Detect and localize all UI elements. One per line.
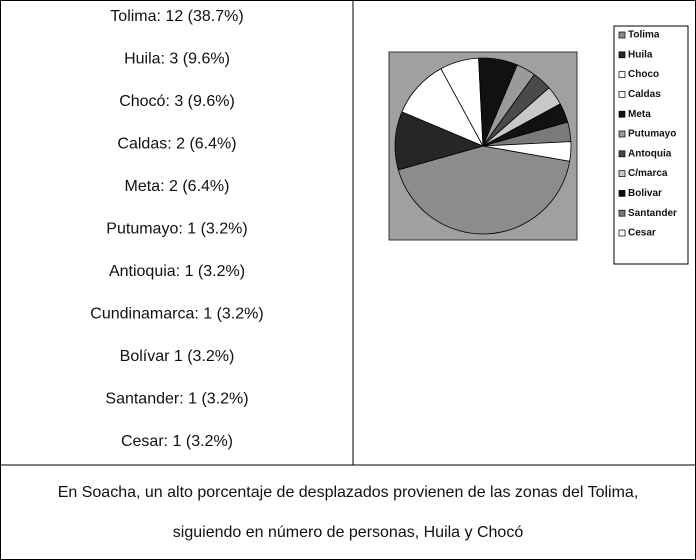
list-item: Antioquia: 1 (3.2%): [109, 263, 245, 280]
list-item: Cesar: 1 (3.2%): [121, 433, 233, 450]
caption-line: En Soacha, un alto porcentaje de desplaz…: [58, 484, 639, 501]
legend-swatch: [618, 170, 626, 177]
list-item: Chocó: 3 (9.6%): [119, 93, 235, 110]
legend-label: C/marca: [628, 168, 668, 179]
legend-swatch: [618, 110, 626, 118]
legend-swatch: [618, 31, 626, 39]
legend-label: Antoquia: [628, 148, 672, 159]
legend-label: Santander: [628, 208, 677, 219]
list-item: Santander: 1 (3.2%): [105, 391, 248, 408]
legend-label: Choco: [628, 69, 659, 80]
list-item: Putumayo: 1 (3.2%): [106, 221, 247, 238]
legend-swatch: [618, 209, 626, 217]
legend-label: Meta: [628, 109, 651, 120]
legend-swatch: [618, 190, 626, 197]
list-item: Cundinamarca: 1 (3.2%): [90, 306, 263, 323]
legend-box: [613, 25, 689, 265]
legend-label: Caldas: [628, 89, 661, 100]
legend-label: Bolivar: [628, 188, 662, 199]
legend-swatch: [618, 91, 626, 98]
legend-label: Putumayo: [628, 129, 676, 140]
legend-swatch: [618, 150, 626, 158]
legend-label: Huila: [628, 49, 653, 60]
list-item: Caldas: 2 (6.4%): [117, 136, 236, 153]
list-item: Bolívar 1 (3.2%): [120, 348, 235, 365]
pie-slice: [397, 145, 571, 235]
legend-swatch: [618, 71, 626, 78]
list-item: Huila: 3 (9.6%): [124, 51, 230, 68]
legend-swatch: [618, 51, 626, 59]
caption-line: siguiendo en número de personas, Huila y…: [173, 524, 524, 541]
legend-label: Cesar: [628, 228, 656, 239]
pie-slice: [482, 141, 572, 162]
legend-swatch: [618, 229, 626, 237]
legend-swatch: [618, 130, 626, 138]
list-item: Tolima: 12 (38.7%): [110, 8, 243, 25]
legend-label: Tolima: [628, 30, 660, 41]
list-item: Meta: 2 (6.4%): [125, 178, 230, 195]
